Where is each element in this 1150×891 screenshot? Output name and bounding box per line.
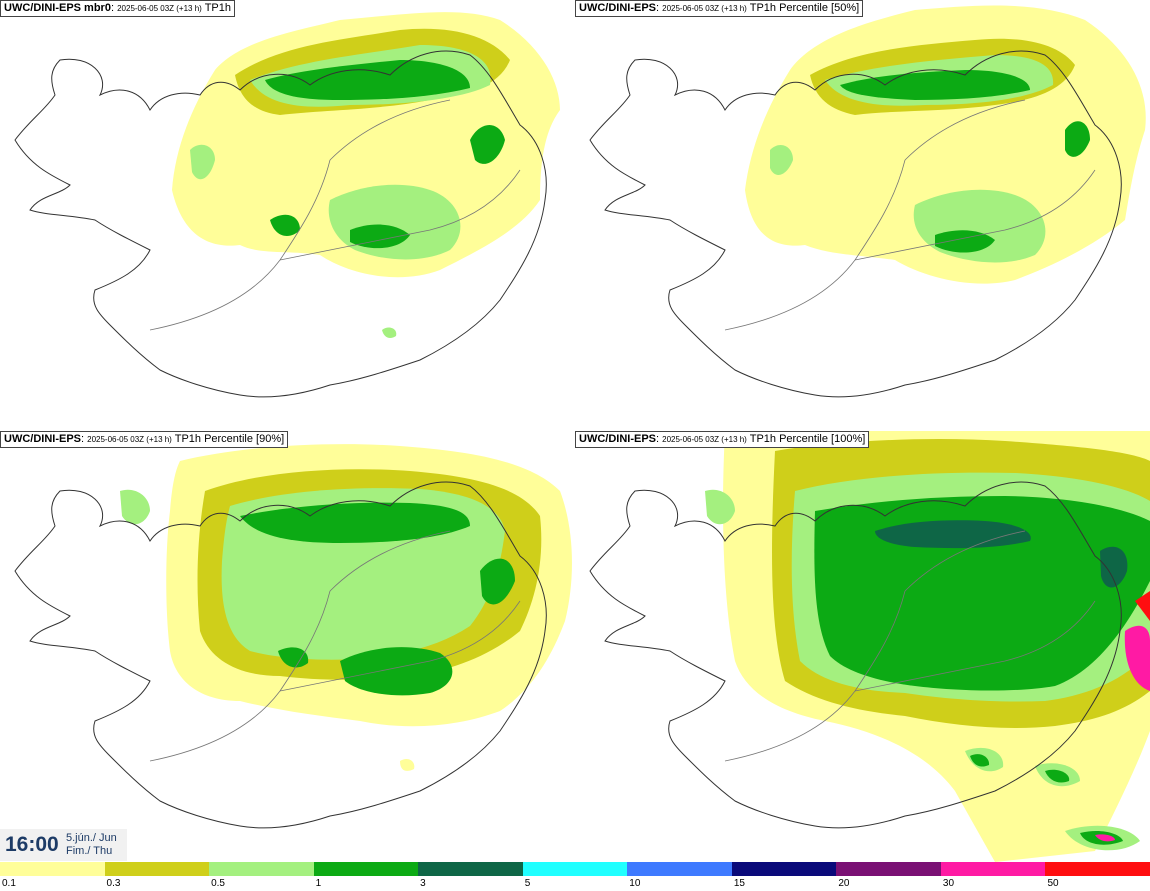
legend-swatch bbox=[209, 862, 315, 876]
valid-date-line2: Fim./ Thu bbox=[66, 845, 113, 857]
panel-model: UWC/DINI-EPS bbox=[579, 2, 656, 14]
coastline bbox=[14, 50, 547, 398]
legend-colorbar bbox=[0, 862, 1150, 876]
valid-time-box: 16:00 5.jún./ Jun Fim./ Thu bbox=[0, 829, 127, 861]
legend-tick-label: 0.3 bbox=[106, 878, 121, 889]
panel-field: TP1h Percentile [50%] bbox=[749, 2, 860, 14]
legend-swatch bbox=[836, 862, 942, 876]
roads bbox=[149, 530, 521, 762]
panel-model: UWC/DINI-EPS bbox=[4, 433, 81, 445]
panel-run: 2025-06-05 03Z (+13 h) bbox=[662, 4, 747, 13]
panel-run: 2025-06-05 03Z (+13 h) bbox=[87, 435, 172, 444]
panel-title: UWC/DINI-EPS: 2025-06-05 03Z (+13 h) TP1… bbox=[575, 0, 864, 17]
map-panel-p90: UWC/DINI-EPS: 2025-06-05 03Z (+13 h) TP1… bbox=[0, 431, 575, 862]
panel-run: 2025-06-05 03Z (+13 h) bbox=[117, 4, 202, 13]
legend-tick-label: 5 bbox=[524, 878, 531, 889]
legend-tick-label: 3 bbox=[420, 878, 426, 889]
precip-legend: 0.1 0.3 0.5 1 3 5 10 15 20 30 50 bbox=[0, 862, 1150, 891]
panel-run: 2025-06-05 03Z (+13 h) bbox=[662, 435, 747, 444]
roads bbox=[149, 99, 521, 331]
legend-swatch bbox=[313, 862, 419, 876]
precip-map bbox=[14, 444, 572, 829]
valid-date: 5.jún./ Jun Fim./ Thu bbox=[66, 832, 117, 858]
legend-tick-label: 10 bbox=[629, 878, 641, 889]
legend-swatch bbox=[0, 862, 106, 876]
legend-swatch bbox=[522, 862, 628, 876]
legend-swatch bbox=[940, 862, 1046, 876]
map-panel-p50: UWC/DINI-EPS: 2025-06-05 03Z (+13 h) TP1… bbox=[575, 0, 1150, 431]
coastline bbox=[589, 481, 1122, 829]
legend-tick-label: 50 bbox=[1047, 878, 1059, 889]
precip-fill bbox=[120, 444, 572, 771]
legend-swatch bbox=[104, 862, 210, 876]
panel-field: TP1h Percentile [90%] bbox=[174, 433, 285, 445]
coastline bbox=[589, 50, 1122, 398]
legend-tick-label: 30 bbox=[942, 878, 955, 889]
valid-time: 16:00 bbox=[5, 833, 59, 856]
panel-model: UWC/DINI-EPS bbox=[579, 433, 656, 445]
precip-map bbox=[14, 12, 560, 398]
legend-tick-label: 0.5 bbox=[211, 878, 225, 889]
precip-fill bbox=[705, 431, 1150, 862]
legend-swatch bbox=[418, 862, 524, 876]
panel-model: UWC/DINI-EPS mbr0 bbox=[4, 2, 111, 14]
panel-field: TP1h Percentile [100%] bbox=[749, 433, 866, 445]
panel-title: UWC/DINI-EPS: 2025-06-05 03Z (+13 h) TP1… bbox=[0, 431, 289, 448]
legend-tick-label: 20 bbox=[838, 878, 850, 889]
roads bbox=[724, 530, 1096, 762]
coastline bbox=[14, 481, 547, 829]
map-panel-p100: UWC/DINI-EPS: 2025-06-05 03Z (+13 h) TP1… bbox=[575, 431, 1150, 862]
roads bbox=[724, 99, 1096, 331]
legend-swatch bbox=[731, 862, 837, 876]
panel-title: UWC/DINI-EPS mbr0: 2025-06-05 03Z (+13 h… bbox=[0, 0, 235, 17]
panel-field: TP1h bbox=[204, 2, 231, 14]
legend-tick-label: 1 bbox=[315, 878, 322, 889]
valid-date-line1: 5.jún./ Jun bbox=[66, 832, 117, 844]
precip-map bbox=[589, 431, 1150, 862]
map-panel-mbr0: UWC/DINI-EPS mbr0: 2025-06-05 03Z (+13 h… bbox=[0, 0, 575, 431]
legend-tick-label: 0.1 bbox=[2, 878, 16, 889]
precip-fill bbox=[172, 12, 560, 338]
legend-tick-label: 15 bbox=[733, 878, 745, 889]
legend-swatch bbox=[627, 862, 733, 876]
panel-title: UWC/DINI-EPS: 2025-06-05 03Z (+13 h) TP1… bbox=[575, 431, 870, 448]
precip-map bbox=[589, 5, 1146, 398]
legend-swatch bbox=[1045, 862, 1150, 876]
